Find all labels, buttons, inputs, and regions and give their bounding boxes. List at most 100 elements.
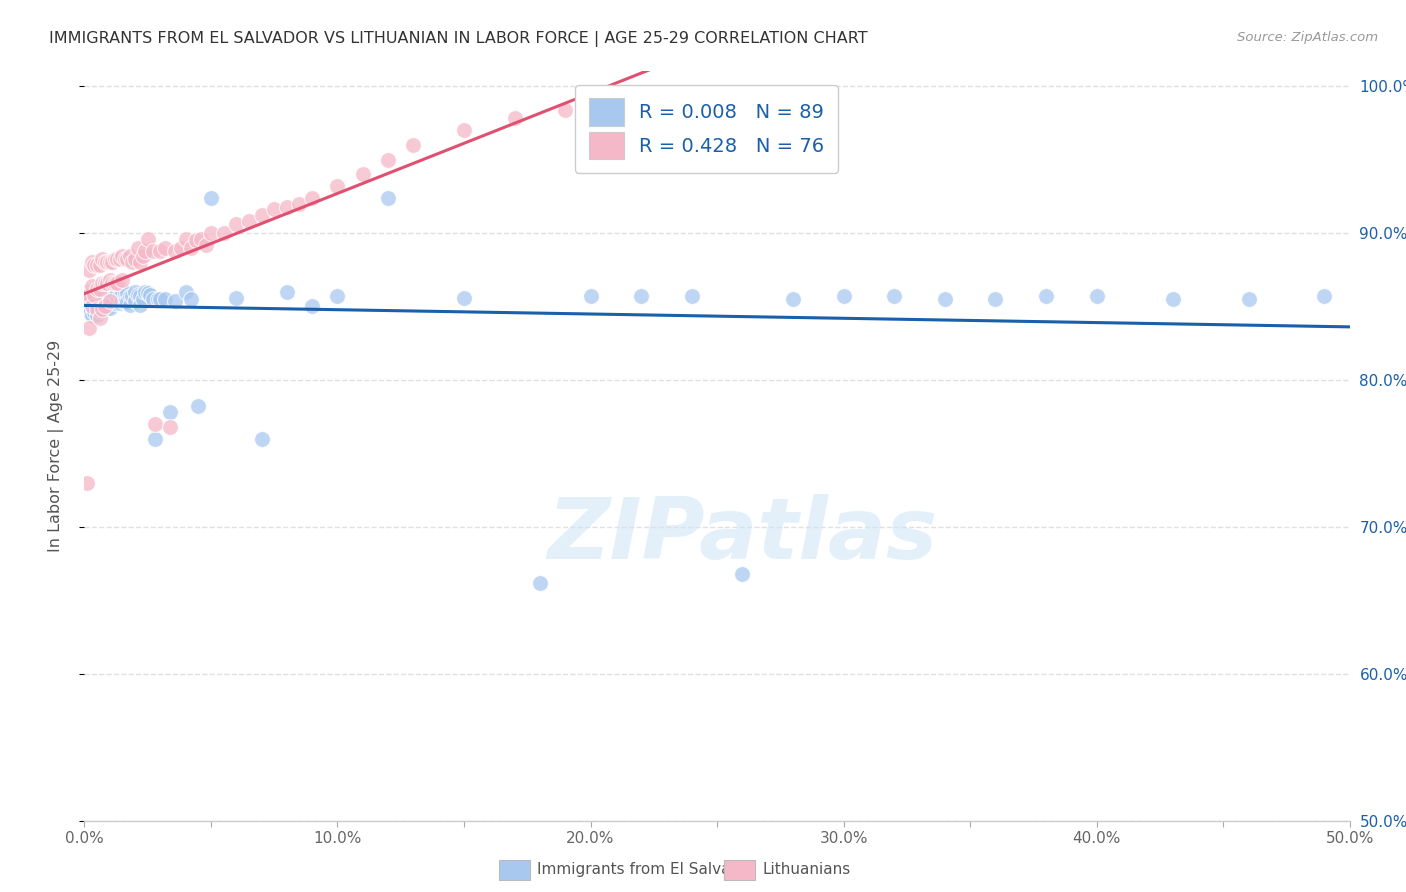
Point [127,241,149,255]
Point [276,285,298,299]
Point [142,292,165,306]
Point [118,250,141,264]
Point [121,255,143,269]
Point [111,293,134,308]
Point [91,282,114,296]
Point [114,286,136,301]
Point [681,289,703,303]
Point [1085,289,1108,303]
Point [93,282,115,296]
Point [105,293,128,308]
Point [101,276,124,290]
Point [104,276,127,290]
Point [111,285,134,299]
Point [98,285,121,299]
Point [184,233,207,247]
Point [503,112,526,126]
Point [114,252,136,267]
Point [250,432,273,446]
Point [117,286,139,301]
Point [80,255,103,269]
Point [101,295,124,310]
Point [124,285,146,299]
Point [104,296,127,310]
Point [93,289,115,303]
Point [1161,292,1184,306]
Point [83,287,105,301]
Point [155,292,177,306]
Point [129,255,152,269]
Point [169,241,191,255]
Point [96,276,118,290]
Point [263,202,285,217]
Point [89,282,111,296]
Point [250,208,273,222]
Point [142,244,165,258]
Point [83,287,105,301]
Point [105,276,128,290]
Text: Source: ZipAtlas.com: Source: ZipAtlas.com [1237,31,1378,45]
Point [98,293,121,308]
Point [326,289,349,303]
Y-axis label: In Labor Force | Age 25-29: In Labor Force | Age 25-29 [48,340,63,552]
Point [225,291,247,305]
Point [301,300,323,314]
Point [86,300,108,314]
Point [159,420,181,434]
Point [143,417,166,431]
Point [655,87,678,101]
Point [76,296,98,310]
Point [96,292,118,306]
Point [79,293,101,308]
Point [98,301,121,315]
Point [91,289,114,303]
Point [76,302,98,317]
Point [79,287,101,301]
Point [96,301,118,315]
Point [80,291,103,305]
Point [108,296,131,310]
Point [200,226,222,240]
Text: IMMIGRANTS FROM EL SALVADOR VS LITHUANIAN IN LABOR FORCE | AGE 25-29 CORRELATION: IMMIGRANTS FROM EL SALVADOR VS LITHUANIA… [49,31,868,47]
Point [89,303,111,318]
Point [131,292,153,306]
Point [129,289,152,303]
Point [124,252,146,267]
Point [98,292,121,306]
Point [554,103,576,117]
Point [190,232,212,246]
Point [1313,289,1336,303]
Point [83,305,105,319]
Point [136,286,159,301]
Point [101,287,124,301]
Point [76,475,98,490]
Point [79,321,101,335]
Point [579,289,602,303]
Point [326,178,349,193]
Point [143,432,166,446]
Point [238,214,260,228]
Point [91,302,114,317]
Point [118,289,141,303]
Point [174,285,197,299]
Point [89,296,111,310]
Point [79,262,101,277]
Point [111,273,134,287]
Point [212,226,235,240]
Text: Immigrants from El Salvador: Immigrants from El Salvador [537,863,756,877]
Point [529,575,551,590]
Point [91,276,114,290]
Point [174,232,197,246]
Point [86,258,108,272]
Point [136,232,159,246]
Point [139,287,162,301]
Point [91,296,114,310]
Point [453,123,475,137]
Legend: R = 0.008   N = 89, R = 0.428   N = 76: R = 0.008 N = 89, R = 0.428 N = 76 [575,85,838,173]
Point [782,292,804,306]
Point [80,278,103,293]
Point [127,287,149,301]
Point [114,295,136,310]
Point [984,292,1007,306]
Point [276,200,298,214]
